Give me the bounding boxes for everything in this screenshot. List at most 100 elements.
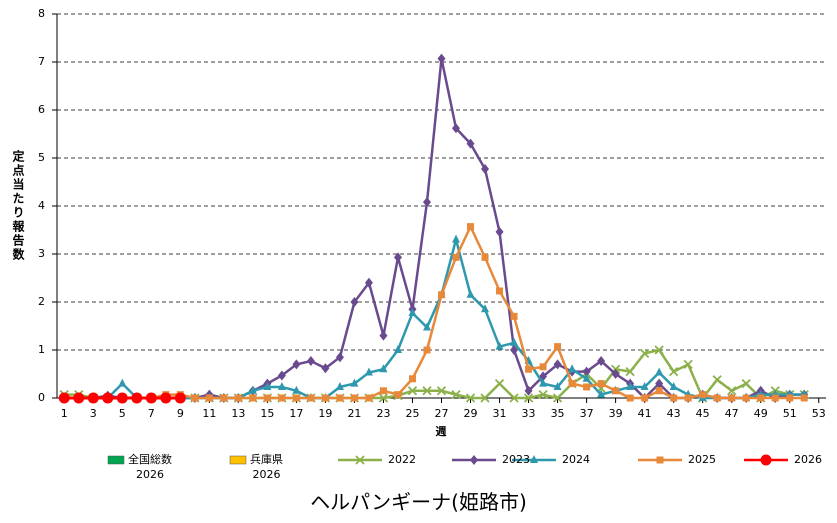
marker xyxy=(436,386,447,396)
marker xyxy=(116,392,128,404)
marker xyxy=(495,341,504,350)
marker xyxy=(350,378,359,387)
x-tick-label: 11 xyxy=(202,407,216,420)
legend-label: 2025 xyxy=(688,453,716,466)
marker xyxy=(364,367,373,376)
marker xyxy=(452,253,460,261)
legend-label: 2024 xyxy=(562,453,590,466)
marker xyxy=(786,394,794,402)
marker xyxy=(423,346,431,354)
legend-label: 全国総数 2026 xyxy=(128,453,172,481)
marker xyxy=(583,383,591,391)
y-tick-label: 1 xyxy=(38,343,45,356)
marker xyxy=(422,322,431,331)
marker xyxy=(509,393,519,403)
marker xyxy=(145,392,157,404)
marker xyxy=(568,380,576,388)
marker xyxy=(510,337,519,346)
marker xyxy=(626,394,634,402)
x-tick-label: 47 xyxy=(725,407,739,420)
x-tick-label: 17 xyxy=(289,407,303,420)
marker xyxy=(481,304,490,313)
marker xyxy=(612,387,620,395)
series-line xyxy=(64,58,805,400)
marker xyxy=(465,393,476,403)
series-line xyxy=(64,234,805,400)
x-tick-label: 31 xyxy=(493,407,507,420)
marker xyxy=(654,345,664,355)
y-tick-label: 3 xyxy=(38,247,45,260)
marker xyxy=(107,455,125,465)
marker xyxy=(292,359,301,370)
marker xyxy=(58,392,70,404)
marker xyxy=(131,392,143,404)
y-tick-label: 2 xyxy=(38,295,45,308)
marker xyxy=(220,394,228,402)
marker xyxy=(437,53,446,64)
y-tick-label: 5 xyxy=(38,151,45,164)
marker xyxy=(263,381,272,390)
marker xyxy=(229,455,247,465)
marker xyxy=(292,394,300,402)
marker xyxy=(727,386,737,396)
x-tick-label: 25 xyxy=(405,407,419,420)
marker xyxy=(452,123,461,134)
legend-label: 兵庫県 2026 xyxy=(250,453,283,481)
marker xyxy=(655,387,663,395)
marker xyxy=(670,394,678,402)
x-tick-label: 51 xyxy=(783,407,797,420)
marker xyxy=(553,381,562,390)
marker xyxy=(336,394,344,402)
x-tick-label: 3 xyxy=(90,407,97,420)
y-tick-label: 8 xyxy=(38,7,45,20)
marker xyxy=(350,394,358,402)
chart-title: ヘルパンギーナ(姫路市) xyxy=(310,490,527,514)
marker xyxy=(495,226,504,237)
marker xyxy=(582,366,591,377)
marker xyxy=(292,385,301,394)
marker xyxy=(699,391,707,399)
marker xyxy=(379,364,388,373)
marker xyxy=(553,359,562,370)
x-tick-label: 29 xyxy=(464,407,478,420)
marker xyxy=(451,390,461,400)
x-tick-label: 23 xyxy=(376,407,390,420)
marker xyxy=(626,381,635,390)
y-axis-label: 定点当たり報告数 xyxy=(11,150,25,262)
marker xyxy=(771,394,779,402)
marker xyxy=(350,297,359,307)
marker xyxy=(760,454,772,466)
marker xyxy=(408,308,417,317)
marker xyxy=(234,394,242,402)
x-tick-label: 39 xyxy=(609,407,623,420)
marker xyxy=(539,363,547,371)
marker xyxy=(524,385,533,396)
marker xyxy=(365,394,373,402)
marker xyxy=(684,394,692,402)
x-tick-label: 49 xyxy=(754,407,768,420)
marker xyxy=(174,392,186,404)
marker xyxy=(452,234,461,243)
marker xyxy=(118,378,127,387)
marker xyxy=(713,394,721,402)
marker xyxy=(277,370,286,381)
marker xyxy=(641,394,649,402)
marker xyxy=(379,330,388,341)
y-tick-label: 4 xyxy=(38,199,45,212)
x-axis-label: 週 xyxy=(436,424,447,438)
marker xyxy=(379,387,387,395)
marker xyxy=(712,375,722,385)
marker xyxy=(335,381,344,390)
marker xyxy=(277,381,286,390)
marker xyxy=(510,312,518,320)
marker xyxy=(191,394,199,402)
x-tick-label: 15 xyxy=(260,407,274,420)
marker xyxy=(510,345,519,355)
x-tick-label: 13 xyxy=(231,407,245,420)
x-tick-label: 33 xyxy=(522,407,536,420)
marker xyxy=(160,392,172,404)
marker xyxy=(655,378,664,389)
x-tick-label: 35 xyxy=(551,407,565,420)
marker xyxy=(278,394,286,402)
